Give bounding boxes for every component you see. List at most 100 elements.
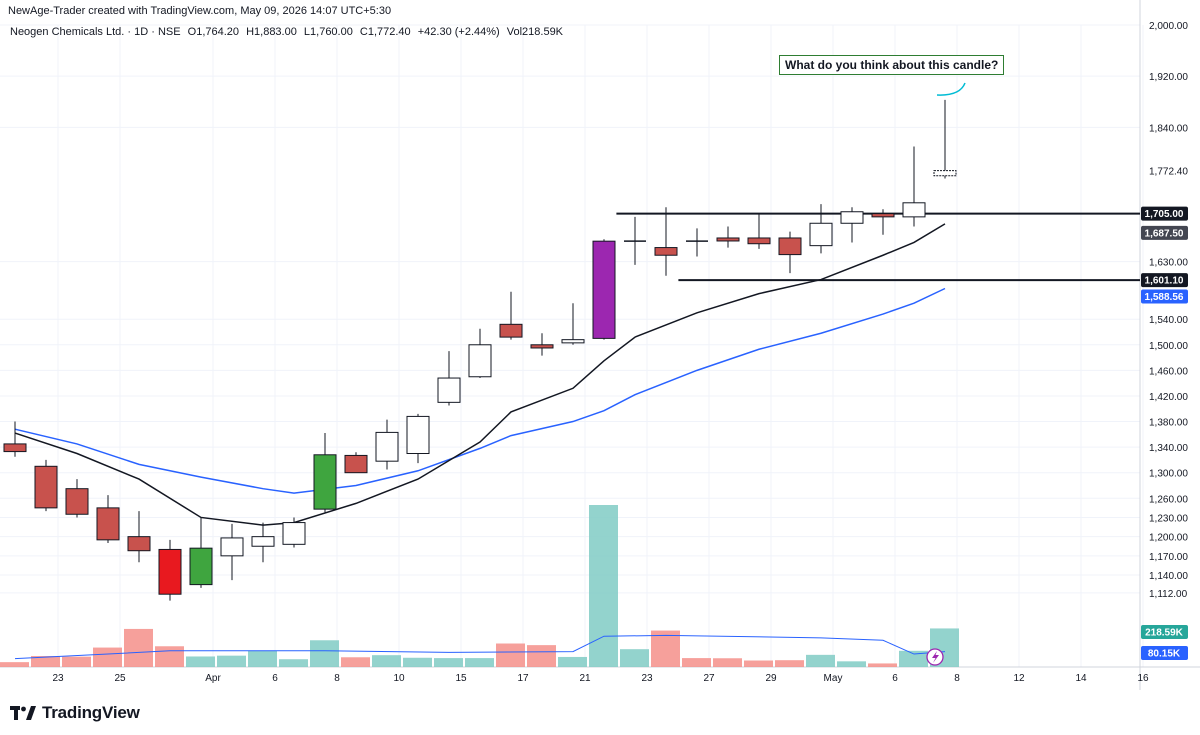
volume-bar [651,630,680,667]
level-badge: 1,705.00 [1145,209,1184,220]
annotation-curve [936,82,966,96]
volume-bar [31,655,60,667]
candle-body [468,344,492,378]
time-tick-label: 23 [52,673,64,684]
time-tick-label: 29 [765,673,777,684]
ohlc-close: C1,772.40 [359,26,411,38]
volume-bar [434,658,463,667]
time-axis[interactable]: 2325Apr6810151721232729May6812141618 [52,673,1200,684]
candle-body [840,211,864,224]
volume-bar [744,660,773,667]
volume-bar [806,654,835,667]
volume-bar [186,656,215,667]
volume-bar [155,646,184,667]
price-tick-label: 1,630.00 [1149,258,1188,269]
candle-body [344,454,368,474]
ohlc-high: H1,883.00 [246,26,297,38]
ema-fast-badge-bg [1141,225,1188,240]
tradingview-icon [10,706,36,720]
volume-bar [682,658,711,667]
candle-body [189,547,213,586]
price-tick-label: 1,200.00 [1149,533,1188,544]
candle-body [3,443,27,453]
volume-bar [775,660,804,667]
price-tick-label: 1,840.00 [1149,123,1188,134]
time-tick-label: Apr [205,673,221,684]
symbol-legend: Neogen Chemicals Ltd. · 1D · NSE O1,764.… [10,26,567,38]
candle-body [933,170,957,177]
candle-body [220,537,244,557]
volume-bar [62,656,91,667]
time-tick-label: 15 [455,673,467,684]
candle-body [96,507,120,541]
volume-bar [868,663,897,667]
volume-average-line [14,634,946,660]
volume-bar [0,662,29,667]
candle-body [437,377,461,403]
grid [0,0,1200,690]
ema-slow-line [14,287,946,494]
candle-body [158,548,182,595]
volume-bar [899,650,928,667]
symbol-name: Neogen Chemicals Ltd. · 1D · NSE [10,26,181,38]
candle-body [127,536,151,552]
volume-badge: 218.59K [1145,628,1184,639]
ohlc-low: L1,760.00 [303,26,353,38]
price-tick-label: 1,380.00 [1149,418,1188,429]
time-tick-label: 17 [517,673,529,684]
volume-average-badge-bg [1141,646,1188,660]
candle-body [499,323,523,338]
candle-body [561,339,585,344]
volume-pane [0,505,959,667]
volume-bar [837,661,866,667]
volume-bar [527,645,556,667]
volume-readout: Vol218.59K [506,26,564,38]
volume-bar [248,650,277,667]
annotation-callout[interactable]: What do you think about this candle? [779,55,1005,75]
candle-body [716,237,740,242]
time-tick-label: 6 [892,673,898,684]
ohlc-open: O1,764.20 [187,26,240,38]
price-tick-label: 1,772.40 [1149,167,1188,178]
price-tick-label: 1,140.00 [1149,571,1188,582]
lightning-icon[interactable] [926,648,944,666]
price-axis[interactable]: 2,000.00 1,920.00 1,840.00 1,772.40 1,630.00… [1141,21,1188,660]
price-tick-label: 1,340.00 [1149,443,1188,454]
candle-body [65,488,89,515]
time-tick-label: 25 [114,673,126,684]
volume-bar [93,647,122,667]
level-badge-bg [1141,206,1188,221]
price-tick-label: 1,112.00 [1149,589,1188,600]
tradingview-logo[interactable]: TradingView [10,703,140,723]
candle-body [778,237,802,256]
price-tick-label: 2,000.00 [1149,21,1188,32]
chart-credit: NewAge-Trader created with TradingView.c… [8,5,392,17]
volume-bar [713,658,742,667]
volume-badge-bg [1141,625,1188,639]
volume-bar [465,658,494,667]
candle-body [747,237,771,245]
candle-body [282,522,306,545]
time-tick-label: 16 [1137,673,1149,684]
time-tick-label: 12 [1013,673,1025,684]
brand-name: TradingView [42,703,140,722]
horizontal-levels[interactable] [616,212,1140,282]
time-tick-label: May [824,673,843,684]
candle-body [530,344,554,349]
volume-bar [496,643,525,667]
time-tick-label: 14 [1075,673,1087,684]
candle-body [34,465,58,509]
candle-body [809,222,833,247]
price-tick-label: 1,260.00 [1149,494,1188,505]
candle-body [313,454,337,510]
time-tick-label: 21 [579,673,591,684]
candle-body [871,213,895,218]
volume-bar [217,655,246,667]
price-tick-label: 1,170.00 [1149,552,1188,563]
candles [3,99,957,601]
volume-bar [558,656,587,667]
level-badge-bg [1141,273,1188,288]
time-tick-label: 10 [393,673,405,684]
ema-slow-badge: 1,588.56 [1145,292,1184,303]
